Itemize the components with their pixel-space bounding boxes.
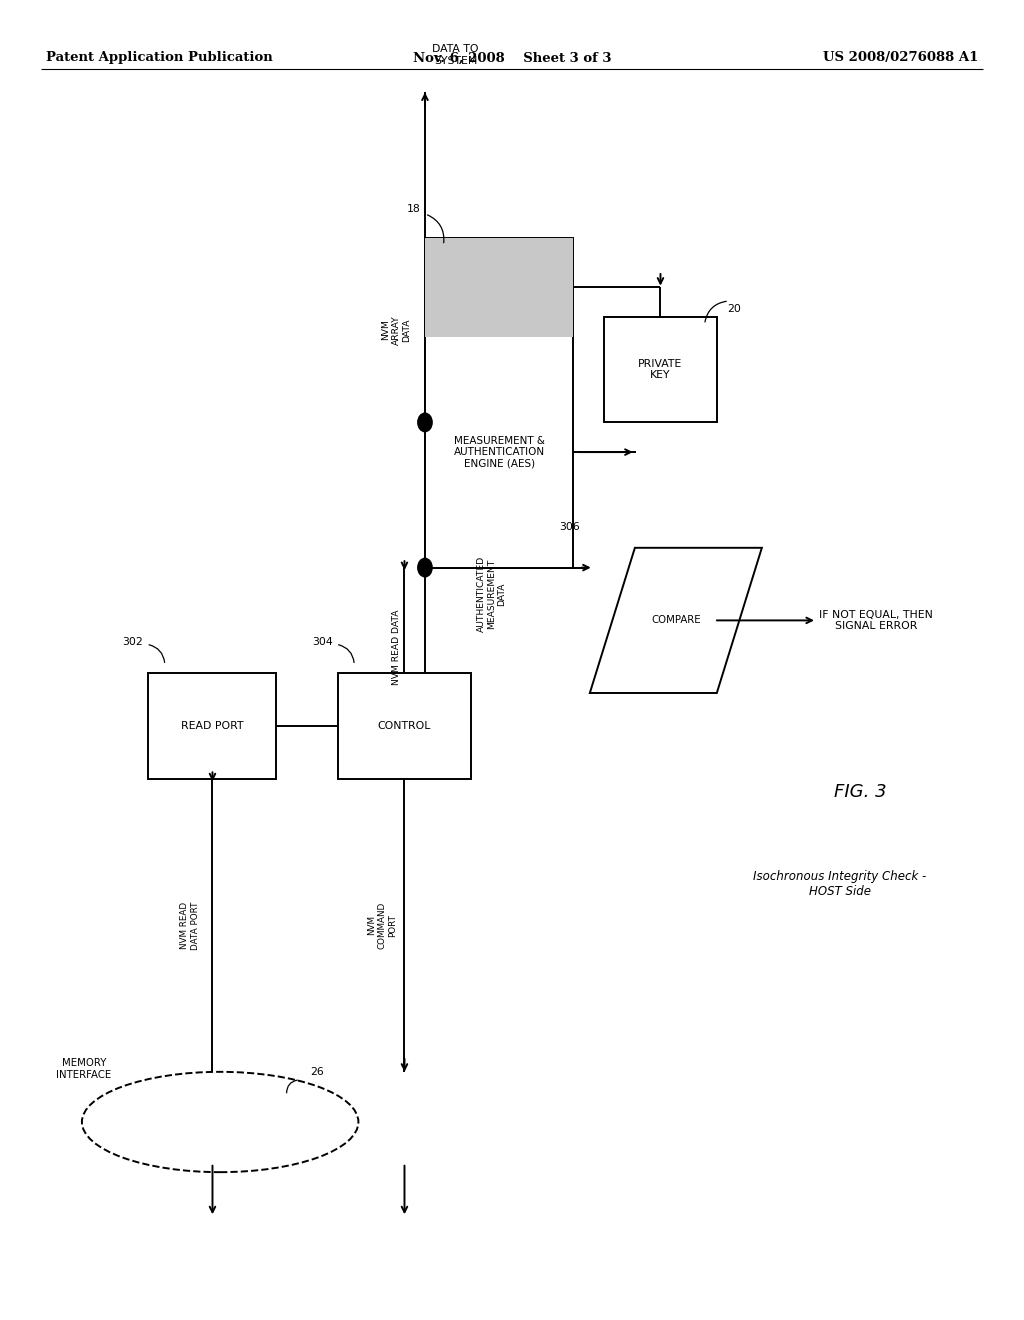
Text: Nov. 6, 2008    Sheet 3 of 3: Nov. 6, 2008 Sheet 3 of 3: [413, 51, 611, 65]
Circle shape: [418, 413, 432, 432]
Text: 26: 26: [310, 1067, 324, 1077]
Text: DATA TO
SYSTEM: DATA TO SYSTEM: [432, 45, 479, 66]
Bar: [604, 317, 717, 422]
Text: COMPARE: COMPARE: [651, 615, 700, 626]
Text: 18: 18: [408, 203, 421, 214]
Polygon shape: [590, 548, 762, 693]
Text: 302: 302: [123, 636, 143, 647]
Text: MEMORY
INTERFACE: MEMORY INTERFACE: [56, 1059, 112, 1080]
Text: NVM
ARRAY
DATA: NVM ARRAY DATA: [381, 315, 412, 345]
Text: 306: 306: [559, 521, 580, 532]
Text: PRIVATE
KEY: PRIVATE KEY: [638, 359, 683, 380]
Circle shape: [418, 558, 432, 577]
Bar: [425, 238, 573, 568]
Text: FIG. 3: FIG. 3: [834, 783, 887, 801]
Text: CONTROL: CONTROL: [378, 721, 431, 731]
Text: 20: 20: [727, 304, 741, 314]
Text: IF NOT EQUAL, THEN
SIGNAL ERROR: IF NOT EQUAL, THEN SIGNAL ERROR: [819, 610, 933, 631]
Bar: [425, 238, 573, 337]
Bar: [338, 673, 471, 779]
Text: Isochronous Integrity Check -
HOST Side: Isochronous Integrity Check - HOST Side: [753, 870, 927, 899]
Text: AUTHENTICATED
MEASUREMENT
DATA: AUTHENTICATED MEASUREMENT DATA: [476, 556, 507, 632]
Text: 304: 304: [312, 636, 333, 647]
Text: NVM
COMMAND
PORT: NVM COMMAND PORT: [367, 902, 397, 949]
Text: READ PORT: READ PORT: [181, 721, 244, 731]
Text: NVM READ
DATA PORT: NVM READ DATA PORT: [180, 902, 200, 949]
Bar: [148, 673, 276, 779]
Text: Patent Application Publication: Patent Application Publication: [46, 51, 272, 65]
Text: US 2008/0276088 A1: US 2008/0276088 A1: [822, 51, 978, 65]
Text: NVM READ DATA: NVM READ DATA: [392, 609, 400, 685]
Ellipse shape: [82, 1072, 358, 1172]
Text: MEASUREMENT &
AUTHENTICATION
ENGINE (AES): MEASUREMENT & AUTHENTICATION ENGINE (AES…: [454, 436, 545, 469]
